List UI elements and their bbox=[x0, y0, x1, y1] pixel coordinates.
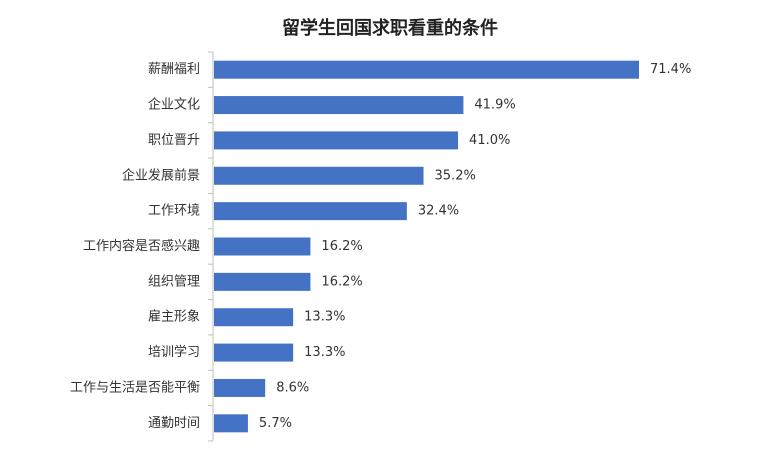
data-label: 41.9% bbox=[474, 98, 515, 113]
data-label: 41.0% bbox=[469, 133, 510, 148]
chart-title: 留学生回国求职看重的条件 bbox=[282, 17, 498, 39]
category-labels: 薪酬福利企业文化职位晋升企业发展前景工作环境工作内容是否感兴趣组织管理雇主形象培… bbox=[70, 62, 200, 431]
bar bbox=[214, 166, 424, 185]
category-label: 工作环境 bbox=[148, 204, 200, 219]
category-label: 组织管理 bbox=[148, 274, 200, 289]
data-label: 16.2% bbox=[321, 239, 362, 254]
category-label: 职位晋升 bbox=[148, 133, 200, 148]
bar bbox=[214, 237, 311, 256]
y-axis-ticks bbox=[208, 51, 213, 442]
category-label: 雇主形象 bbox=[148, 309, 200, 325]
data-label: 16.2% bbox=[321, 274, 362, 289]
bar bbox=[214, 131, 459, 150]
category-label: 企业发展前景 bbox=[122, 167, 200, 183]
category-label: 工作与生活是否能平衡 bbox=[70, 380, 200, 395]
bar bbox=[214, 202, 407, 221]
data-label: 32.4% bbox=[418, 204, 459, 219]
category-label: 工作内容是否感兴趣 bbox=[83, 238, 200, 254]
bars-group bbox=[214, 60, 639, 433]
bar bbox=[214, 378, 266, 397]
bar bbox=[214, 60, 639, 79]
data-label: 5.7% bbox=[259, 416, 292, 431]
data-label: 71.4% bbox=[650, 62, 691, 77]
category-label: 通勤时间 bbox=[148, 416, 200, 431]
category-label: 薪酬福利 bbox=[148, 62, 200, 77]
value-labels: 71.4% 41.9% 41.0% 35.2% 32.4% 16.2% 16.2% 13.3%… bbox=[259, 62, 691, 431]
category-label: 培训学习 bbox=[148, 344, 200, 360]
data-label: 35.2% bbox=[435, 168, 476, 183]
data-label: 13.3% bbox=[304, 310, 345, 325]
data-label: 8.6% bbox=[276, 380, 309, 395]
bar bbox=[214, 343, 294, 362]
category-label: 企业文化 bbox=[148, 97, 200, 113]
bar bbox=[214, 272, 311, 291]
bar bbox=[214, 414, 248, 433]
bar bbox=[214, 308, 294, 327]
data-label: 13.3% bbox=[304, 345, 345, 360]
bar bbox=[214, 96, 464, 115]
